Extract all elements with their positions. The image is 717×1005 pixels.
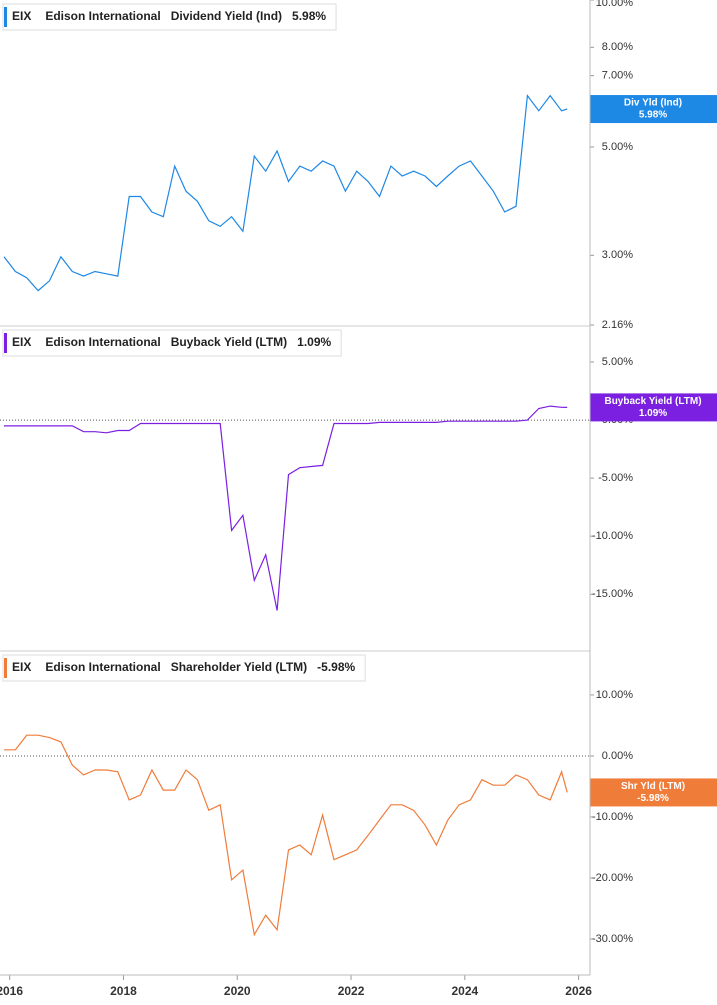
x-tick-label: 2024	[451, 984, 478, 998]
y-tick-label: -10.00%	[592, 811, 633, 823]
y-tick-label: -20.00%	[592, 872, 633, 884]
series-line	[4, 405, 568, 611]
y-tick-label: -30.00%	[592, 933, 633, 945]
header-text: Edison International	[45, 335, 160, 349]
y-tick-label: 10.00%	[596, 689, 634, 701]
y-tick-label: 10.00%	[596, 0, 634, 9]
y-tick-label: 3.00%	[602, 249, 633, 261]
last-value-badge	[590, 393, 717, 422]
x-tick-label: 2018	[110, 984, 137, 998]
last-value-badge	[590, 778, 717, 807]
header-text: EIX	[12, 660, 31, 674]
y-tick-label: 5.00%	[602, 141, 633, 153]
x-tick-label: 2020	[224, 984, 251, 998]
panel-header: EIX Edison International Shareholder Yield…	[2, 654, 366, 682]
header-text: 5.98%	[292, 9, 326, 23]
header-text: EIX	[12, 335, 31, 349]
badge-value: 1.09%	[639, 408, 667, 419]
header-text: Edison International	[45, 660, 160, 674]
panel-header: EIX Edison International Dividend Yield (I…	[2, 3, 337, 31]
x-tick-label: 2026	[565, 984, 592, 998]
header-text: Dividend Yield (Ind)	[171, 9, 282, 23]
header-accent	[4, 658, 7, 678]
header-accent	[4, 333, 7, 353]
header-text: Shareholder Yield (LTM)	[171, 660, 307, 674]
header-text: Buyback Yield (LTM)	[171, 335, 287, 349]
y-tick-label: 8.00%	[602, 41, 633, 53]
y-tick-label: 7.00%	[602, 70, 633, 82]
header-text: -5.98%	[317, 660, 355, 674]
last-value-badge	[590, 95, 717, 124]
header-accent	[4, 7, 7, 27]
x-tick-label: 2022	[338, 984, 365, 998]
header-box	[2, 654, 366, 682]
badge-label: Buyback Yield (LTM)	[604, 396, 701, 407]
x-tick-label: 2016	[0, 984, 23, 998]
y-tick-label: -10.00%	[592, 530, 633, 542]
y-tick-label: -15.00%	[592, 588, 633, 600]
header-text: 1.09%	[297, 335, 331, 349]
series-line	[3, 94, 568, 292]
y-tick-label: 2.16%	[602, 319, 633, 331]
badge-label: Div Yld (Ind)	[624, 98, 682, 109]
y-tick-label: 5.00%	[602, 356, 633, 368]
header-box	[2, 3, 337, 31]
header-text: Edison International	[45, 9, 160, 23]
badge-label: Shr Yld (LTM)	[621, 781, 685, 792]
header-box	[2, 329, 342, 357]
badge-value: 5.98%	[639, 110, 667, 121]
y-tick-label: 0.00%	[602, 750, 633, 762]
badge-value: -5.98%	[637, 793, 669, 804]
y-tick-label: -5.00%	[598, 472, 633, 484]
header-text: EIX	[12, 9, 31, 23]
panel-header: EIX Edison International Buyback Yield (LT…	[2, 329, 342, 357]
series-line	[4, 734, 568, 937]
